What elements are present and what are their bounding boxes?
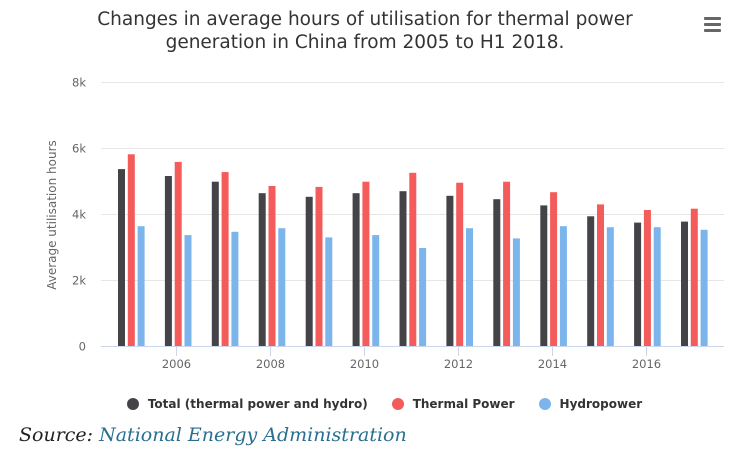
x-tick-label: 2010: [350, 357, 379, 371]
legend: Total (thermal power and hydro) Thermal P…: [0, 394, 739, 414]
bar: [137, 226, 145, 346]
bar: [512, 238, 520, 346]
bar: [305, 196, 313, 346]
legend-item[interactable]: Thermal Power: [391, 397, 515, 411]
legend-symbol-icon: [538, 398, 551, 410]
bar: [606, 227, 614, 346]
bar: [372, 235, 380, 346]
hamburger-menu-icon[interactable]: [700, 14, 724, 34]
bar: [597, 204, 604, 346]
chart-title-line-1: Changes in average hours of utilisation …: [97, 9, 633, 30]
menu-bar: [704, 17, 721, 20]
x-tick-label: 2006: [162, 357, 191, 371]
bar: [231, 231, 239, 346]
x-tick-label: 2014: [538, 357, 567, 371]
y-tick-label: 6k: [72, 142, 86, 156]
bar: [164, 176, 172, 346]
source-note: Source: National Energy Administration: [19, 424, 407, 446]
bar: [409, 172, 417, 347]
y-tick-label: 8k: [72, 76, 86, 90]
legend-label: Hydropower: [559, 397, 643, 411]
bar: [184, 235, 192, 346]
y-tick-label: 2k: [72, 274, 86, 288]
bar: [550, 192, 558, 346]
series-hydropower: [137, 226, 708, 346]
bar: [587, 216, 595, 346]
chart-plot: 0 2k 4k 6k 8k Average utilisation hours 2006…: [45, 76, 724, 371]
legend-symbol-icon: [126, 398, 139, 410]
bar: [446, 195, 454, 346]
menu-bar: [704, 29, 721, 32]
bar: [399, 191, 407, 346]
series-thermal-power: [127, 154, 698, 347]
bar: [118, 169, 125, 346]
series-total-thermal-power-and-hydro: [118, 169, 688, 346]
y-axis-ticks: 0 2k 4k 6k 8k: [72, 76, 86, 354]
bar: [466, 228, 473, 346]
x-axis-ticks: 2006 2008 2010 2012 2014 2016: [162, 346, 661, 371]
bar: [559, 226, 567, 346]
bar: [493, 199, 501, 346]
bar: [315, 186, 323, 346]
legend-symbol-icon: [391, 398, 404, 410]
y-tick-label: 4k: [72, 208, 86, 222]
bar: [352, 193, 360, 346]
x-tick-label: 2012: [444, 357, 473, 371]
bar: [503, 181, 511, 346]
x-tick-label: 2008: [256, 357, 285, 371]
bar: [362, 181, 370, 346]
bar: [540, 205, 548, 346]
chart-title: Changes in average hours of utilisation …: [60, 8, 670, 54]
bar: [681, 221, 688, 346]
bar: [456, 182, 464, 346]
bar: [211, 181, 219, 346]
bar: [174, 161, 182, 346]
y-axis-title: Average utilisation hours: [45, 140, 59, 290]
bar: [268, 186, 276, 346]
bar: [700, 229, 708, 346]
x-tick-label: 2016: [632, 357, 661, 371]
bars: [118, 154, 708, 347]
source-link[interactable]: National Energy Administration: [99, 424, 407, 446]
bar: [419, 248, 427, 346]
y-tick-label: 0: [79, 340, 86, 354]
chart-title-line-2: generation in China from 2005 to H1 2018…: [165, 32, 565, 53]
bar: [643, 210, 651, 346]
bar: [653, 227, 661, 346]
bar: [325, 237, 333, 346]
legend-item[interactable]: Total (thermal power and hydro): [126, 397, 368, 411]
legend-label: Total (thermal power and hydro): [147, 397, 368, 411]
source-label: Source:: [19, 424, 94, 446]
bar: [221, 172, 229, 346]
legend-item[interactable]: Hydropower: [538, 397, 643, 411]
bar: [634, 222, 642, 346]
bar: [278, 228, 286, 346]
bar: [258, 193, 266, 346]
bar: [690, 208, 698, 346]
menu-bar: [704, 23, 721, 26]
bar: [127, 154, 135, 346]
legend-label: Thermal Power: [412, 397, 515, 411]
